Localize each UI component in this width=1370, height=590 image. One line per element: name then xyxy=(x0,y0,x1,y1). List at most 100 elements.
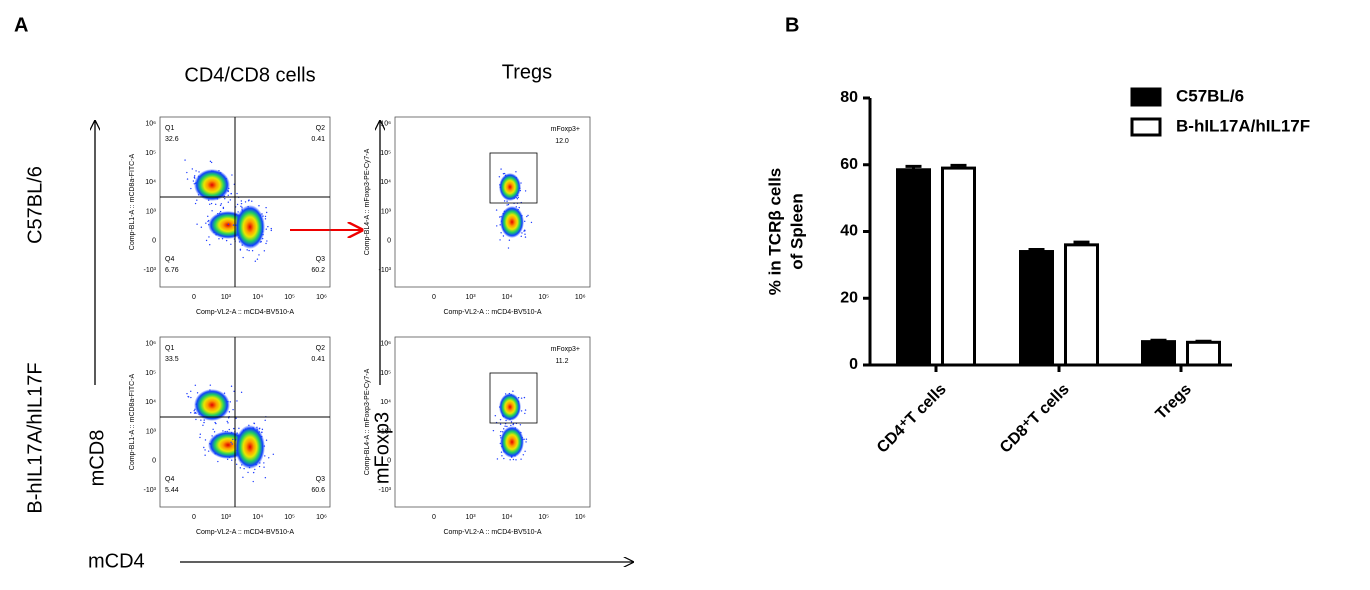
event-dot xyxy=(232,224,235,226)
event-dot xyxy=(235,213,237,216)
y-tick-label: 10³ xyxy=(146,428,157,435)
event-dot xyxy=(525,441,527,443)
y-axis-title: Comp-BL1-A :: mCD8a-FITC-A xyxy=(129,373,136,470)
event-dot xyxy=(195,412,197,414)
y-axis-label: % in TCRβ cells xyxy=(765,168,784,296)
y-tick-label: 10⁶ xyxy=(145,341,156,348)
event-dot xyxy=(204,439,207,441)
x-axis-title: Comp-VL2-A :: mCD4-BV510-A xyxy=(443,309,541,316)
event-dot xyxy=(268,457,270,459)
event-dot xyxy=(235,417,237,419)
event-dot xyxy=(499,423,502,425)
gate-value: 12.0 xyxy=(555,138,569,145)
event-dot xyxy=(199,436,201,439)
error-bar xyxy=(1028,248,1045,252)
column-title: CD4/CD8 cells xyxy=(184,64,315,86)
event-dot xyxy=(230,441,232,444)
event-dot xyxy=(209,384,212,386)
x-tick-label: 10⁴ xyxy=(252,294,263,301)
event-dot xyxy=(231,443,233,445)
event-dot xyxy=(192,180,195,182)
event-dot xyxy=(492,429,495,432)
event-dot xyxy=(214,203,217,206)
event-dot xyxy=(203,446,205,449)
y-tick-label: 20 xyxy=(840,289,858,306)
event-dot xyxy=(236,400,238,402)
event-dot xyxy=(524,220,526,223)
event-dot xyxy=(246,249,248,251)
legend-swatch xyxy=(1130,117,1162,137)
event-dot xyxy=(500,232,502,234)
event-dot xyxy=(193,175,196,177)
event-dot xyxy=(264,419,266,422)
event-dot xyxy=(195,418,197,421)
gate-name: Q3 xyxy=(316,476,325,483)
density-cluster xyxy=(499,393,521,421)
event-dot xyxy=(231,174,233,176)
event-dot xyxy=(209,160,212,163)
event-dot xyxy=(247,471,249,474)
event-dot xyxy=(524,190,527,192)
y-tick-label: 0 xyxy=(152,458,156,465)
event-dot xyxy=(518,206,520,209)
event-dot xyxy=(208,236,210,238)
event-dot xyxy=(195,170,197,172)
column-title: Tregs xyxy=(502,61,552,83)
event-dot xyxy=(263,462,265,464)
event-dot xyxy=(230,243,232,246)
event-dot xyxy=(524,409,527,411)
event-dot xyxy=(227,223,230,226)
density-cluster xyxy=(235,205,265,249)
event-dot xyxy=(499,418,502,421)
event-dot xyxy=(190,390,192,392)
axis-label: mFoxp3 xyxy=(371,412,393,484)
event-dot xyxy=(507,247,510,249)
gate-name: mFoxp3+ xyxy=(551,126,580,133)
event-dot xyxy=(184,159,186,161)
event-dot xyxy=(261,428,264,431)
event-dot xyxy=(524,230,526,232)
event-dot xyxy=(264,455,266,457)
event-dot xyxy=(520,397,523,399)
event-dot xyxy=(509,459,511,461)
event-dot xyxy=(496,458,499,460)
event-dot xyxy=(231,459,233,461)
x-axis-title: Comp-VL2-A :: mCD4-BV510-A xyxy=(196,309,294,316)
event-dot xyxy=(515,171,517,173)
event-dot xyxy=(236,203,239,206)
event-dot xyxy=(261,431,263,433)
event-dot xyxy=(503,457,505,460)
event-dot xyxy=(520,235,522,238)
event-dot xyxy=(190,412,192,414)
event-dot xyxy=(222,430,224,432)
gate-name: Q1 xyxy=(165,345,174,352)
event-dot xyxy=(512,423,515,425)
event-dot xyxy=(193,409,195,412)
event-dot xyxy=(235,463,238,466)
event-dot xyxy=(199,433,201,435)
y-tick-label: 10⁵ xyxy=(145,150,156,157)
event-dot xyxy=(504,425,506,427)
event-dot xyxy=(500,430,502,433)
gate-value: 6.76 xyxy=(165,267,179,274)
event-dot xyxy=(227,194,229,196)
event-dot xyxy=(510,421,513,423)
event-dot xyxy=(228,411,231,413)
event-dot xyxy=(498,216,501,218)
event-dot xyxy=(229,401,231,403)
event-dot xyxy=(494,415,497,417)
y-axis-title: Comp-BL1-A :: mCD8a-FITC-A xyxy=(129,153,136,250)
event-dot xyxy=(507,203,510,206)
event-dot xyxy=(205,222,207,224)
x-tick-label: 0 xyxy=(432,294,436,301)
event-dot xyxy=(194,177,196,179)
event-dot xyxy=(248,249,250,252)
y-tick-label: 10⁴ xyxy=(145,399,156,406)
axis-label: mCD8 xyxy=(86,430,108,487)
event-dot xyxy=(187,395,189,398)
event-dot xyxy=(253,422,255,424)
event-dot xyxy=(503,172,506,175)
event-dot xyxy=(203,419,205,421)
event-dot xyxy=(227,201,230,203)
event-dot xyxy=(264,218,267,220)
